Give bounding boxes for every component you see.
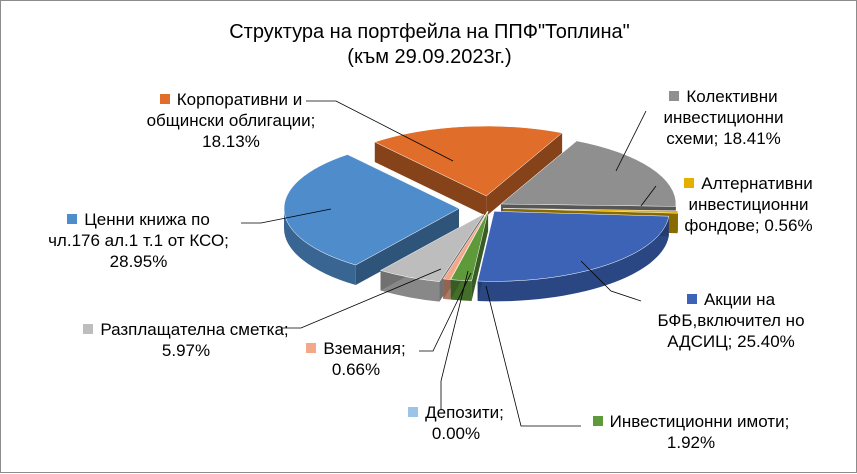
pie-slice-3	[478, 211, 669, 281]
label-corporate-bonds: Корпоративни и общински облигации; 18.13…	[141, 89, 321, 152]
legend-swatch	[687, 294, 697, 304]
legend-swatch	[593, 416, 603, 426]
label-investment-property: Инвестиционни имоти; 1.92%	[586, 411, 796, 453]
legend-swatch	[684, 178, 694, 188]
label-bse-shares: Акции на БФБ,включител но АДСИЦ; 25.40%	[646, 289, 816, 352]
label-collective-schemes: Колективни инвестиционни схеми; 18.41%	[646, 86, 801, 149]
legend-swatch	[83, 324, 93, 334]
label-deposits: Депозити; 0.00%	[391, 402, 521, 444]
label-securities-kso: Ценни книжа по чл.176 ал.1 т.1 от КСО; 2…	[41, 209, 236, 272]
legend-swatch	[160, 94, 170, 104]
legend-swatch	[67, 214, 77, 224]
label-receivables: Вземания; 0.66%	[291, 338, 421, 380]
legend-swatch	[306, 343, 316, 353]
label-alternative-funds: Алтернативни инвестиционни фондове; 0.56…	[666, 173, 831, 236]
legend-swatch	[669, 91, 679, 101]
legend-swatch	[408, 407, 418, 417]
label-current-account: Разплащателна сметка; 5.97%	[81, 319, 291, 361]
